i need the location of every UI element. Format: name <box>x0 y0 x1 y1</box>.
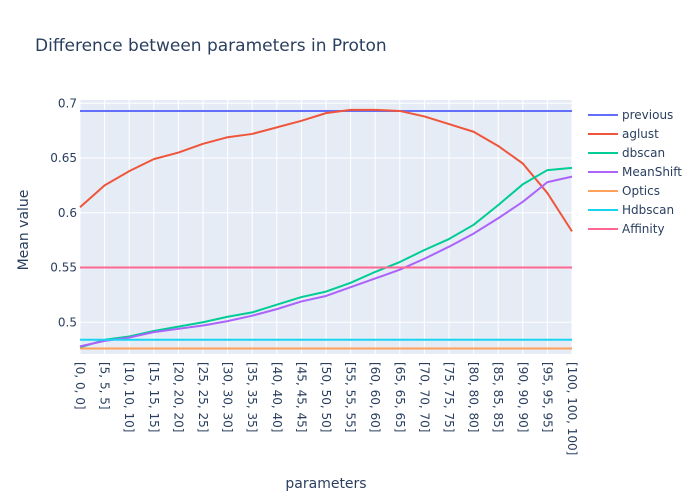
y-tick-label: 0.7 <box>58 96 77 110</box>
x-tick-label: [95, 95, 95] <box>540 362 554 432</box>
x-tick-label: [55, 55, 55] <box>344 362 358 432</box>
legend-label: dbscan <box>622 146 665 160</box>
legend-label: Hdbscan <box>622 203 674 217</box>
x-tick-label: [20, 20, 20] <box>171 362 185 432</box>
x-tick-label: [85, 85, 85] <box>491 362 505 432</box>
series-line-aglust <box>79 108 573 232</box>
series-line-meanshift <box>79 175 573 348</box>
y-tick-label: 0.65 <box>50 151 77 165</box>
legend-label: previous <box>622 108 673 122</box>
x-tick-label: [50, 50, 50] <box>319 362 333 432</box>
y-tick-label: 0.55 <box>50 261 77 275</box>
legend-item[interactable]: previous <box>588 108 673 122</box>
x-tick-label: [70, 70, 70] <box>417 362 431 432</box>
plot-area <box>79 100 573 354</box>
legend-label: aglust <box>622 127 659 141</box>
legend-item[interactable]: dbscan <box>588 146 665 160</box>
chart-title: Difference between parameters in Proton <box>35 36 387 56</box>
x-tick-label: [40, 40, 40] <box>270 362 284 432</box>
x-tick-label: [5, 5, 5] <box>98 362 112 410</box>
x-tick-label: [30, 30, 30] <box>221 362 235 432</box>
legend-item[interactable]: Optics <box>588 184 660 198</box>
y-tick-label: 0.6 <box>58 206 77 220</box>
x-tick-label: [75, 75, 75] <box>442 362 456 432</box>
x-tick-label: [80, 80, 80] <box>467 362 481 432</box>
x-tick-label: [65, 65, 65] <box>393 362 407 432</box>
series-line-dbscan <box>79 166 573 349</box>
legend-label: Optics <box>622 184 660 198</box>
legend-item[interactable]: MeanShift <box>588 165 682 179</box>
y-axis: 0.5 0.55 0.6 0.65 0.7 <box>50 96 77 329</box>
y-tick-label: 0.5 <box>58 315 77 329</box>
x-tick-label: [45, 45, 45] <box>294 362 308 432</box>
x-axis-title: parameters <box>285 476 366 492</box>
x-tick-label: [60, 60, 60] <box>368 362 382 432</box>
y-axis-title: Mean value <box>16 190 32 271</box>
series-layer <box>79 108 573 350</box>
legend-item[interactable]: aglust <box>588 127 659 141</box>
x-tick-label: [35, 35, 35] <box>245 362 259 432</box>
legend-label: Affinity <box>622 222 665 236</box>
x-tick-label: [0, 0, 0] <box>73 362 87 410</box>
legend: previous aglust dbscan MeanShift Optics Hdbsc… <box>588 108 682 236</box>
x-tick-label: [15, 15, 15] <box>147 362 161 432</box>
legend-item[interactable]: Hdbscan <box>588 203 674 217</box>
legend-item[interactable]: Affinity <box>588 222 665 236</box>
x-tick-label: [90, 90, 90] <box>516 362 530 432</box>
x-tick-label: [100, 100, 100] <box>565 362 579 455</box>
legend-label: MeanShift <box>622 165 682 179</box>
x-axis: [0, 0, 0] [5, 5, 5] [10, 10, 10] [15, 15, 1… <box>73 362 579 455</box>
x-tick-label: [25, 25, 25] <box>196 362 210 432</box>
x-tick-label: [10, 10, 10] <box>122 362 136 432</box>
